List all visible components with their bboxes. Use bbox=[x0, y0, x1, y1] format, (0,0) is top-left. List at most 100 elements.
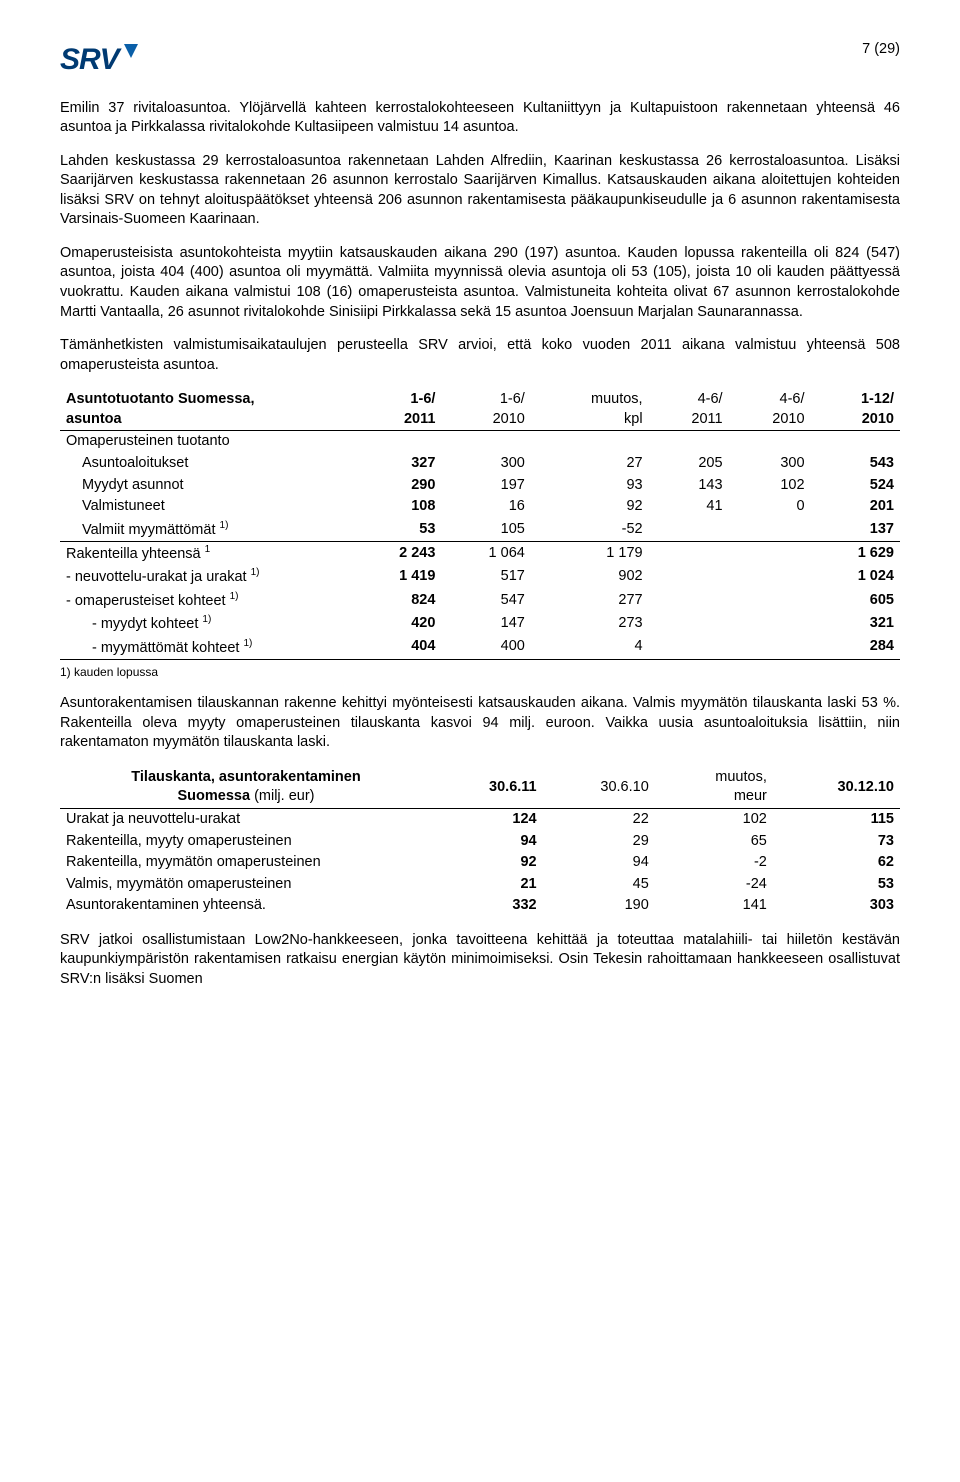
table-cell bbox=[649, 612, 729, 635]
table-cell: 27 bbox=[531, 453, 649, 475]
table-row-label: Myydyt asunnot bbox=[60, 475, 352, 497]
table-row-label: Urakat ja neuvottelu-urakat bbox=[60, 808, 432, 830]
table-row-label: Rakenteilla yhteensä 1 bbox=[60, 542, 352, 566]
table-cell bbox=[729, 565, 811, 588]
srv-logo: SRV bbox=[60, 40, 140, 81]
table-cell: 105 bbox=[441, 518, 530, 542]
table-cell: 300 bbox=[729, 453, 811, 475]
table-cell: 1 024 bbox=[811, 565, 900, 588]
table-row-label: Asuntorakentaminen yhteensä. bbox=[60, 895, 432, 917]
table-cell: 824 bbox=[352, 589, 441, 612]
table-cell: 1 064 bbox=[441, 542, 530, 566]
table-cell: 1 629 bbox=[811, 542, 900, 566]
table-cell: 94 bbox=[543, 852, 655, 874]
table-cell: 404 bbox=[352, 636, 441, 660]
table-cell: 2 243 bbox=[352, 542, 441, 566]
table-cell: 143 bbox=[649, 475, 729, 497]
table-cell: 29 bbox=[543, 831, 655, 853]
table-cell bbox=[649, 542, 729, 566]
body-paragraph: Lahden keskustassa 29 kerrostaloasuntoa … bbox=[60, 152, 900, 230]
table-cell: 41 bbox=[649, 496, 729, 518]
table-row-label: - myydyt kohteet 1) bbox=[60, 612, 352, 635]
table-cell: 22 bbox=[543, 808, 655, 830]
body-paragraph: Emilin 37 rivitaloasuntoa. Ylöjärvellä k… bbox=[60, 99, 900, 138]
table-cell bbox=[729, 589, 811, 612]
table-footnote: 1) kauden lopussa bbox=[60, 664, 900, 680]
table-cell: 517 bbox=[441, 565, 530, 588]
order-backlog-table: Tilauskanta, asuntorakentaminen Suomessa… bbox=[60, 767, 900, 917]
table-cell: 547 bbox=[441, 589, 530, 612]
table-cell: 300 bbox=[441, 453, 530, 475]
table-row-label: - myymättömät kohteet 1) bbox=[60, 636, 352, 660]
table-title: asuntoa bbox=[66, 411, 122, 427]
table-row-label: Valmiit myymättömät 1) bbox=[60, 518, 352, 542]
table-cell: 73 bbox=[773, 831, 900, 853]
table-cell: 205 bbox=[649, 453, 729, 475]
table-cell: 605 bbox=[811, 589, 900, 612]
table-cell: 108 bbox=[352, 496, 441, 518]
table-cell bbox=[649, 565, 729, 588]
table-cell bbox=[649, 518, 729, 542]
table-cell: 1 179 bbox=[531, 542, 649, 566]
table-cell: 303 bbox=[773, 895, 900, 917]
table-cell bbox=[729, 612, 811, 635]
table-cell: 102 bbox=[655, 808, 773, 830]
body-paragraph: Asuntorakentamisen tilauskannan rakenne … bbox=[60, 694, 900, 753]
table-cell: 53 bbox=[773, 874, 900, 896]
body-paragraph: Tämänhetkisten valmistumisaikataulujen p… bbox=[60, 336, 900, 375]
page-number: 7 (29) bbox=[862, 40, 900, 60]
table-cell: 93 bbox=[531, 475, 649, 497]
table-cell: 141 bbox=[655, 895, 773, 917]
table-title: Asuntotuotanto Suomessa, bbox=[66, 391, 255, 407]
table-cell: 92 bbox=[432, 852, 543, 874]
body-paragraph: SRV jatkoi osallistumistaan Low2No-hankk… bbox=[60, 931, 900, 990]
table-cell: -2 bbox=[655, 852, 773, 874]
table-cell: 201 bbox=[811, 496, 900, 518]
table-cell: 190 bbox=[543, 895, 655, 917]
table-cell: 62 bbox=[773, 852, 900, 874]
table-cell: 524 bbox=[811, 475, 900, 497]
table-cell: -52 bbox=[531, 518, 649, 542]
table-row-label: Rakenteilla, myymätön omaperusteinen bbox=[60, 852, 432, 874]
table-cell: 53 bbox=[352, 518, 441, 542]
table-cell: 327 bbox=[352, 453, 441, 475]
table-cell: 284 bbox=[811, 636, 900, 660]
table-cell: -24 bbox=[655, 874, 773, 896]
table-cell bbox=[729, 542, 811, 566]
table-cell: 45 bbox=[543, 874, 655, 896]
table-cell bbox=[649, 636, 729, 660]
table-cell: 102 bbox=[729, 475, 811, 497]
table-row-label: - neuvottelu-urakat ja urakat 1) bbox=[60, 565, 352, 588]
logo-text: SRV bbox=[60, 40, 119, 81]
table-row-label: Asuntoaloitukset bbox=[60, 453, 352, 475]
table-cell bbox=[729, 636, 811, 660]
table-cell: 277 bbox=[531, 589, 649, 612]
body-paragraph: Omaperusteisista asuntokohteista myytiin… bbox=[60, 244, 900, 322]
table-cell: 1 419 bbox=[352, 565, 441, 588]
table-cell: 92 bbox=[531, 496, 649, 518]
table-cell: 332 bbox=[432, 895, 543, 917]
table-row-label: Omaperusteinen tuotanto bbox=[60, 431, 352, 453]
table-cell bbox=[649, 589, 729, 612]
table-cell: 321 bbox=[811, 612, 900, 635]
table-cell: 94 bbox=[432, 831, 543, 853]
table-row-label: Rakenteilla, myyty omaperusteinen bbox=[60, 831, 432, 853]
table-title: Tilauskanta, asuntorakentaminen bbox=[131, 769, 360, 785]
housing-production-table: Asuntotuotanto Suomessa, asuntoa 1-6/201… bbox=[60, 389, 900, 660]
table-cell: 197 bbox=[441, 475, 530, 497]
table-cell: 400 bbox=[441, 636, 530, 660]
table-cell: 0 bbox=[729, 496, 811, 518]
table-cell: 147 bbox=[441, 612, 530, 635]
logo-triangle-icon bbox=[122, 42, 140, 60]
table-cell: 16 bbox=[441, 496, 530, 518]
table-cell bbox=[729, 518, 811, 542]
table-cell: 420 bbox=[352, 612, 441, 635]
page-header: SRV 7 (29) bbox=[60, 40, 900, 81]
table-cell: 273 bbox=[531, 612, 649, 635]
table-cell: 65 bbox=[655, 831, 773, 853]
table-row-label: Valmistuneet bbox=[60, 496, 352, 518]
table-row-label: - omaperusteiset kohteet 1) bbox=[60, 589, 352, 612]
table-cell: 290 bbox=[352, 475, 441, 497]
table-cell: 21 bbox=[432, 874, 543, 896]
table-cell: 137 bbox=[811, 518, 900, 542]
